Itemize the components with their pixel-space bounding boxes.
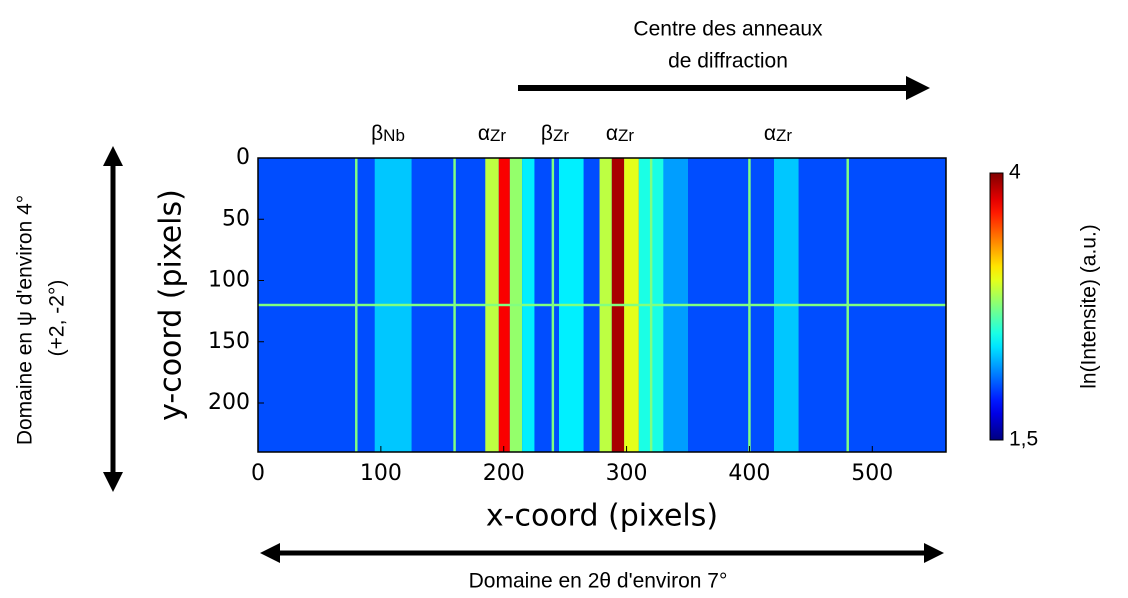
x-tick-label: 100	[360, 461, 402, 486]
phase-subscript: Zr	[490, 126, 506, 145]
phase-label: αZr	[478, 122, 507, 146]
y-tick-label: 150	[208, 329, 250, 354]
phase-symbol: α	[478, 122, 490, 145]
colorbar	[989, 172, 1004, 441]
x-tick-label: 200	[483, 461, 525, 486]
phase-symbol: β	[541, 122, 553, 145]
colorbar-label: ln(Intensite) (a.u.)	[1078, 224, 1101, 389]
top-annotation: Centre des anneaux	[633, 18, 823, 41]
x-tick-label: 400	[728, 461, 770, 486]
colorbar-tick-label: 4	[1009, 161, 1021, 184]
bottom-annotation: Domaine en 2θ d'environ 7°	[469, 570, 728, 593]
phase-label: βZr	[541, 122, 569, 146]
x-axis-label: x-coord (pixels)	[486, 499, 718, 534]
x-tick-label: 500	[851, 461, 893, 486]
phase-symbol: α	[606, 122, 618, 145]
phase-symbol: α	[764, 122, 776, 145]
left-annotation: Domaine en ψ d'environ 4°	[14, 195, 37, 445]
phase-subscript: Zr	[618, 126, 634, 145]
top-annotation: de diffraction	[668, 50, 788, 73]
phase-subscript: Nb	[383, 126, 405, 145]
y-tick-label: 50	[222, 206, 250, 231]
heatmap-row	[258, 303, 946, 307]
x-tick-label: 300	[606, 461, 648, 486]
y-tick-label: 0	[236, 145, 250, 170]
phase-label: αZr	[764, 122, 793, 146]
y-tick-label: 200	[208, 390, 250, 415]
plot-frame	[257, 157, 947, 453]
colorbar-tick-label: 1,5	[1009, 428, 1038, 451]
y-axis-label: y-coord (pixels)	[154, 189, 189, 421]
left-annotation: (+2, -2°)	[46, 280, 69, 357]
x-tick-label: 0	[251, 461, 265, 486]
phase-symbol: β	[371, 122, 383, 145]
phase-subscript: Zr	[776, 126, 792, 145]
phase-label: βNb	[371, 122, 405, 146]
phase-subscript: Zr	[553, 126, 569, 145]
phase-label: αZr	[606, 122, 635, 146]
y-tick-label: 100	[208, 268, 250, 293]
